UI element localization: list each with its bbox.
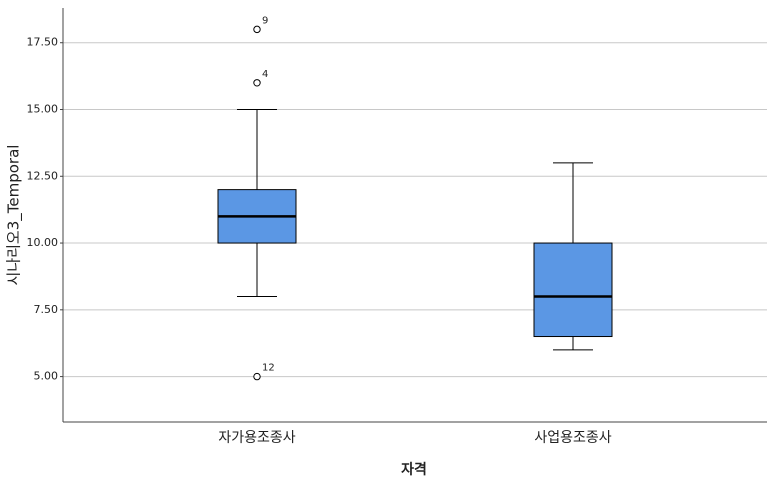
y-tick-label: 12.50 bbox=[27, 169, 59, 182]
y-tick-label: 17.50 bbox=[27, 36, 59, 49]
y-tick-label: 5.00 bbox=[34, 370, 59, 383]
outlier-label: 9 bbox=[262, 15, 268, 26]
outlier-label: 12 bbox=[262, 363, 275, 374]
outlier bbox=[253, 25, 261, 34]
y-tick-label: 15.00 bbox=[27, 102, 59, 115]
outlier bbox=[253, 79, 261, 87]
outlier-label: 4 bbox=[262, 69, 268, 80]
y-tick-label: 10.00 bbox=[27, 236, 59, 249]
x-tick-label: 사업용조종사 bbox=[534, 430, 611, 446]
y-tick-label: 7.50 bbox=[34, 303, 59, 316]
box bbox=[533, 242, 613, 338]
outlier bbox=[253, 372, 261, 381]
x-axis-label: 자격 bbox=[401, 461, 427, 478]
x-tick-label: 자가용조종사 bbox=[218, 430, 295, 446]
y-axis-label: 시나리오3_Temporal bbox=[5, 145, 24, 286]
